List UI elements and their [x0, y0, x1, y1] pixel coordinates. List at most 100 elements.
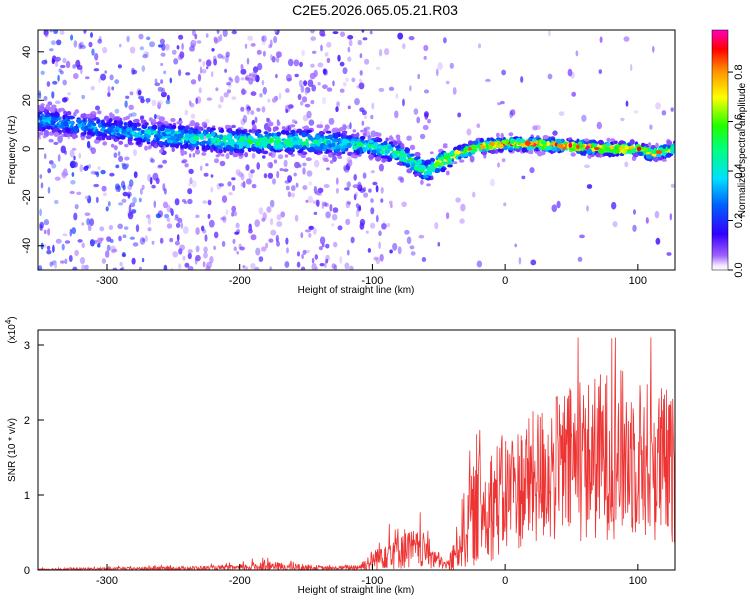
spectrogram-cell	[386, 223, 391, 228]
spectrogram-cell	[182, 226, 189, 235]
spectrogram-cell	[51, 58, 55, 64]
spectrogram-cell	[119, 43, 122, 48]
spectrogram-cell	[346, 124, 352, 130]
spectrogram-cell	[287, 58, 294, 67]
spectrogram-cell	[404, 229, 410, 235]
spectrogram-cell	[308, 181, 313, 186]
spectrogram-cell	[569, 147, 574, 151]
spectrogram-cell	[332, 207, 339, 213]
spectrogram-cell	[78, 152, 82, 159]
spectrogram-cell	[47, 168, 52, 174]
spectrogram-cell	[296, 261, 301, 268]
spectrogram-cell	[251, 128, 256, 133]
spectrogram-cell	[332, 127, 337, 133]
spectrogram-cell	[100, 73, 107, 81]
spectrogram-cell	[324, 52, 329, 57]
spectrogram-cell	[125, 163, 129, 168]
spectrogram-cell	[455, 197, 461, 203]
spectrogram-cell	[452, 161, 458, 165]
spectrogram-cell	[271, 97, 277, 103]
spectrogram-cell	[106, 236, 112, 243]
spectrogram-cell	[244, 152, 249, 158]
spectrogram-cell	[194, 149, 201, 155]
spectrogram-cell	[609, 149, 614, 154]
spectrogram-cell	[335, 106, 339, 113]
spectrogram-cell	[49, 106, 56, 113]
spectrogram-cell	[402, 43, 406, 50]
spectrogram-cell	[180, 150, 184, 154]
spectrogram-cell	[81, 122, 85, 128]
spectrogram-cell	[356, 149, 360, 156]
spectrogram-cell	[78, 42, 82, 50]
spectrogram-cell	[595, 152, 601, 158]
spectrogram-cell	[118, 140, 124, 145]
spectrogram-cell	[82, 118, 86, 123]
spectrogram-cell	[138, 137, 143, 143]
spectrogram-cell	[408, 36, 415, 41]
spectrogram-cell	[285, 185, 290, 191]
colorbar-tick-label: 0.2	[733, 213, 745, 228]
spectrogram-cell	[331, 263, 336, 269]
spectrogram-cell	[572, 143, 577, 149]
spectrogram-cell	[303, 80, 308, 86]
spectrogram-cell	[661, 110, 667, 116]
spectrogram-cell	[662, 144, 666, 149]
spectrogram-cell	[311, 263, 317, 270]
spectrogram-cell	[356, 85, 360, 89]
spectrogram-cell	[322, 84, 328, 89]
spectrogram-cell	[249, 73, 252, 77]
spectrogram-cell	[63, 111, 67, 115]
spectrogram-cell	[196, 40, 202, 44]
spectrogram-cell	[88, 145, 93, 151]
spectrogram-cell	[128, 179, 134, 187]
spectrogram-cell	[254, 131, 259, 136]
spectrogram-cell	[272, 126, 277, 132]
spectrogram-cell	[269, 138, 275, 142]
spectrogram-cell	[227, 128, 233, 134]
spectrogram-cell	[335, 187, 339, 194]
spectrogram-cell	[131, 131, 136, 136]
spectrogram-cell	[267, 126, 272, 133]
spectrogram-cell	[310, 99, 315, 105]
spectrogram-cell	[81, 242, 85, 249]
spectrogram-cell	[125, 95, 130, 100]
spectrogram-cell	[39, 105, 45, 112]
spectrogram-cell	[317, 62, 324, 68]
spectrogram-cell	[104, 70, 108, 74]
spectrogram-cell	[666, 140, 673, 146]
spectrogram-cell	[72, 64, 77, 69]
spectrogram-cell	[95, 196, 99, 204]
spectrogram-cell	[91, 114, 97, 118]
spectrogram-cell	[207, 213, 211, 219]
spectrogram-cell	[85, 76, 90, 80]
y-tick-label: 2	[24, 415, 30, 427]
spectrogram-cell	[647, 154, 652, 159]
spectrogram-cell	[93, 183, 100, 188]
spectrogram-cell	[326, 167, 330, 171]
spectrogram-cell	[53, 127, 59, 132]
spectrogram-cell	[277, 154, 284, 160]
spectrogram-cell	[40, 103, 45, 107]
spectrogram-cell	[420, 179, 424, 185]
spectrogram-x-axis: -300 -200 -100 0 100	[96, 264, 647, 287]
spectrogram-cell	[113, 120, 118, 124]
spectrogram-cell	[312, 50, 317, 54]
spectrogram-cell	[180, 144, 184, 149]
spectrogram-cell	[149, 177, 153, 185]
spectrogram-cell	[152, 130, 158, 134]
x-tick-label: -300	[96, 575, 118, 587]
spectrogram-cell	[418, 234, 425, 239]
spectrogram-cell	[346, 135, 353, 140]
spectrogram-cell	[349, 265, 354, 270]
spectrogram-cell	[176, 234, 180, 242]
spectrogram-cell	[364, 115, 368, 120]
spectrogram-cell	[335, 177, 339, 185]
spectrogram-cell	[655, 142, 659, 148]
spectrogram-cell	[128, 120, 133, 126]
spectrogram-cell	[73, 40, 78, 48]
spectrogram-cell	[102, 46, 108, 54]
spectrogram-cell	[286, 77, 293, 82]
spectrogram-cell	[501, 139, 507, 144]
spectrogram-cell	[381, 223, 387, 230]
spectrogram-cell	[64, 240, 71, 244]
